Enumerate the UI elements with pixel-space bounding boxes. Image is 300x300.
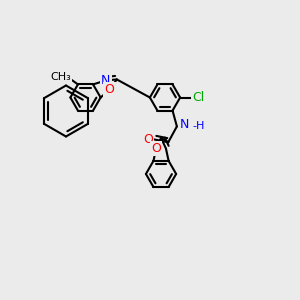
Text: -H: -H	[193, 121, 205, 131]
Text: O: O	[104, 83, 114, 96]
Text: N: N	[101, 74, 110, 87]
Text: O: O	[143, 133, 153, 146]
Text: CH₃: CH₃	[50, 72, 71, 82]
Text: N: N	[179, 118, 189, 131]
Text: O: O	[151, 142, 161, 155]
Text: Cl: Cl	[193, 91, 205, 104]
